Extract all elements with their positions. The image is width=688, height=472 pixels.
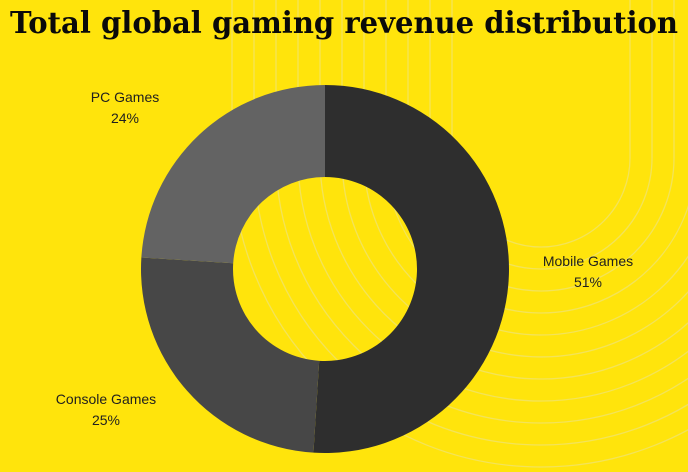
slice-value-label: 25% xyxy=(92,412,120,428)
slice-mobile-games xyxy=(313,85,509,453)
slice-label: PC Games xyxy=(91,89,159,105)
slice-label: Console Games xyxy=(56,391,156,407)
decor-line xyxy=(363,0,688,336)
decor-line xyxy=(231,0,688,468)
decor-line xyxy=(253,0,688,446)
decor-line xyxy=(297,0,688,402)
slice-console-games xyxy=(141,257,320,453)
decor-line xyxy=(341,0,688,358)
slice-value-label: 51% xyxy=(574,274,602,290)
chart-title: Total global gaming revenue distribution xyxy=(10,6,678,41)
decor-line xyxy=(385,0,688,314)
slice-pc-games xyxy=(141,85,325,264)
decor-line xyxy=(275,0,688,424)
slice-label: Mobile Games xyxy=(543,253,633,269)
slice-value-label: 24% xyxy=(111,110,139,126)
decor-line xyxy=(319,0,688,380)
